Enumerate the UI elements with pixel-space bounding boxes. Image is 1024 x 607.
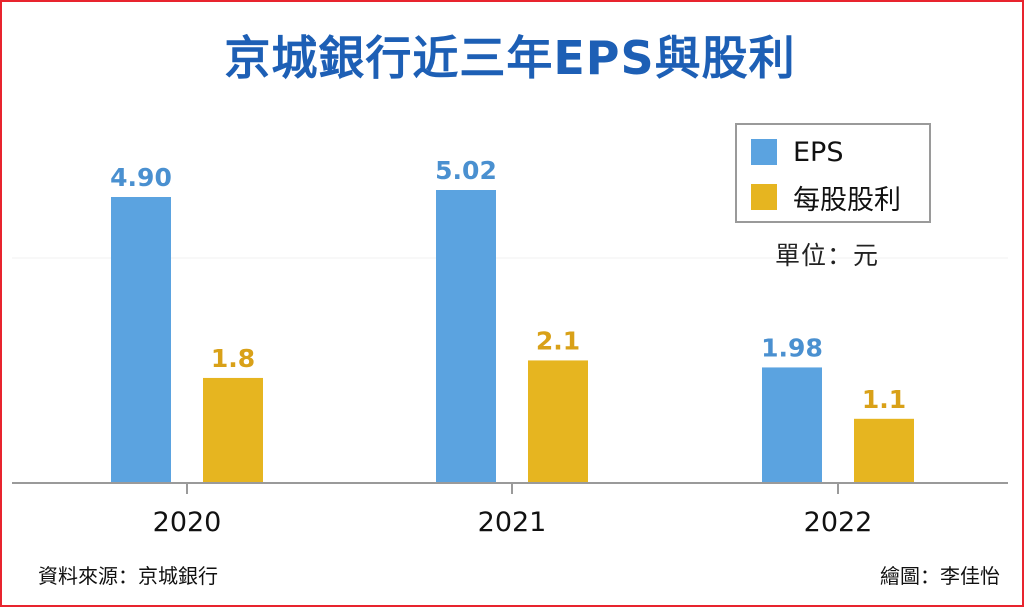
legend-swatch-dividend	[751, 184, 777, 210]
data-label-eps-2021: 5.02	[435, 156, 497, 185]
source-note: 資料來源：京城銀行	[38, 564, 218, 588]
bar-dividend-2022	[854, 418, 914, 483]
legend-item-dividend: 每股股利	[751, 180, 901, 216]
chart-title: 京城銀行近三年EPS與股利	[224, 31, 796, 85]
legend-label-eps: EPS	[793, 136, 844, 168]
bar-dividend-2020	[203, 377, 263, 483]
data-label-eps-2022: 1.98	[761, 333, 823, 362]
bar-eps-2021	[436, 190, 496, 483]
data-label-eps-2020: 4.90	[110, 163, 172, 192]
legend: EPS 每股股利	[735, 123, 931, 223]
bar-eps-2022	[762, 367, 822, 483]
credit-note: 繪圖：李佳怡	[880, 564, 1000, 588]
legend-item-eps: EPS	[751, 135, 843, 169]
x-tick-label-2020: 2020	[153, 507, 222, 538]
data-label-dividend-2021: 2.1	[536, 326, 580, 355]
x-tick-label-2021: 2021	[478, 507, 547, 538]
unit-label: 單位：元	[775, 241, 880, 270]
data-label-dividend-2020: 1.8	[211, 344, 255, 373]
bar-dividend-2021	[528, 360, 588, 483]
legend-label-dividend: 每股股利	[793, 184, 901, 216]
x-tick-label-2022: 2022	[804, 507, 873, 538]
data-label-dividend-2022: 1.1	[862, 385, 906, 414]
legend-swatch-eps	[751, 139, 777, 165]
bar-eps-2020	[111, 197, 171, 484]
